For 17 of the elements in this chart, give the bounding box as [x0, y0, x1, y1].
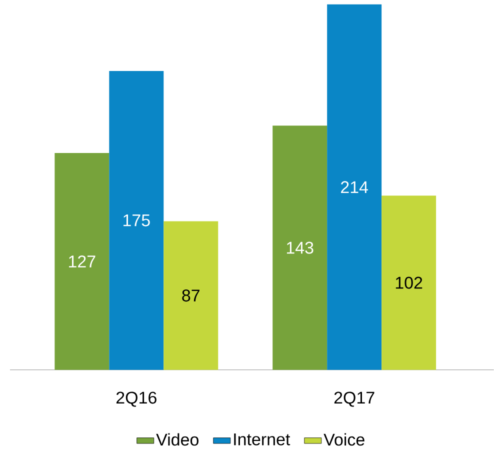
bar — [327, 4, 382, 370]
legend-label: Internet — [234, 434, 290, 446]
x-tick-label: 2Q16 — [116, 392, 156, 407]
data-label: 214 — [341, 181, 368, 194]
bar — [164, 221, 218, 370]
bar — [272, 126, 328, 370]
data-label: 143 — [286, 242, 314, 254]
data-label: 87 — [182, 290, 200, 302]
bar — [109, 71, 164, 370]
bar — [382, 196, 436, 370]
data-label: 102 — [396, 276, 422, 289]
x-tick-label: 2Q17 — [334, 392, 374, 407]
legend-label: Video — [156, 433, 198, 446]
data-label: 127 — [69, 256, 96, 268]
bar — [54, 153, 110, 370]
legend-label: Voice — [324, 433, 364, 446]
data-label: 175 — [124, 214, 150, 226]
